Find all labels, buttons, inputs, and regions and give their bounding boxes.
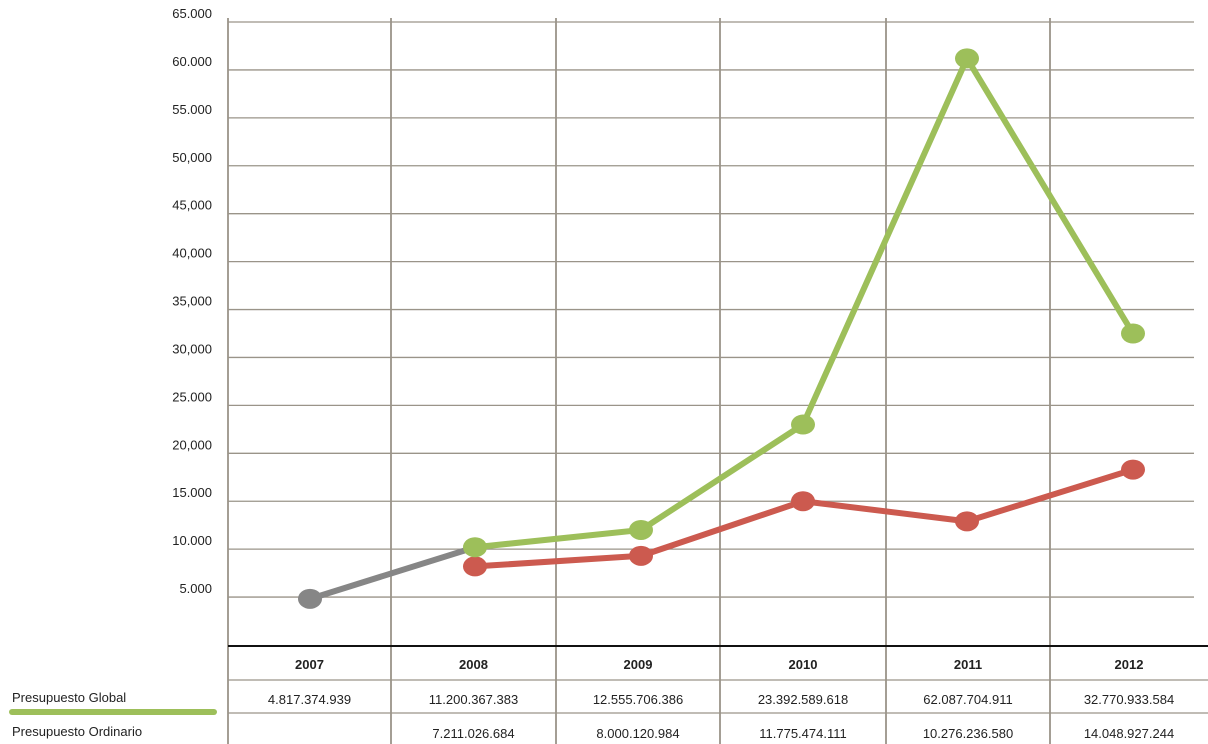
table-cell: 14.048.927.244 <box>1084 726 1174 741</box>
data-table: 2007 2008 2009 2010 2011 2012 Presupuesto Glob… <box>9 645 1208 741</box>
point-global-2012 <box>1121 323 1145 344</box>
y-tick-label: 60.000 <box>172 54 212 69</box>
point-ordinario-2009 <box>629 545 653 566</box>
table-cell: 11.775.474.111 <box>759 726 846 741</box>
y-tick-label: 45,000 <box>172 198 212 213</box>
table-cell: 8.000.120.984 <box>596 726 679 741</box>
y-axis-tick-labels: 5.000 10.000 15.000 20,000 25.000 30,000 35,00… <box>172 6 212 596</box>
category-label: 2011 <box>954 657 982 672</box>
y-tick-label: 50,000 <box>172 150 212 165</box>
table-cell: 12.555.706.386 <box>593 692 683 707</box>
point-global-2007 <box>298 588 322 609</box>
y-tick-label: 30,000 <box>172 341 212 356</box>
y-tick-label: 35,000 <box>172 294 212 309</box>
y-tick-label: 10.000 <box>172 533 212 548</box>
table-cell: 7.211.026.684 <box>432 726 514 741</box>
table-cell: 4.817.374.939 <box>268 692 351 707</box>
y-tick-label: 5.000 <box>179 581 212 596</box>
point-global-2008 <box>463 537 487 558</box>
point-global-2009 <box>629 519 653 540</box>
point-ordinario-2010 <box>791 491 815 512</box>
vertical-gridlines <box>227 18 1051 744</box>
y-tick-label: 55.000 <box>172 102 212 117</box>
point-ordinario-2011 <box>955 511 979 532</box>
y-tick-label: 20,000 <box>172 437 212 452</box>
point-ordinario-2008 <box>463 556 487 577</box>
point-global-2011 <box>955 48 979 69</box>
table-cell: 32.770.933.584 <box>1084 692 1174 707</box>
table-cell: 23.392.589.618 <box>758 692 848 707</box>
table-cell: 62.087.704.911 <box>923 692 1012 707</box>
y-tick-label: 25.000 <box>172 389 212 404</box>
y-tick-label: 40,000 <box>172 246 212 261</box>
category-label: 2012 <box>1115 657 1144 672</box>
legend-label: Presupuesto Ordinario <box>12 724 142 739</box>
category-label: 2009 <box>624 657 653 672</box>
table-cell: 11.200.367.383 <box>429 692 518 707</box>
category-label: 2007 <box>295 657 324 672</box>
connector-line-2007-2008 <box>307 544 478 602</box>
category-label: 2010 <box>789 657 818 672</box>
point-ordinario-2012 <box>1121 459 1145 480</box>
series-points <box>298 48 1145 609</box>
y-tick-label: 65.000 <box>172 6 212 21</box>
category-label: 2008 <box>459 657 488 672</box>
series-lines <box>307 55 1136 602</box>
legend-label: Presupuesto Global <box>12 690 126 705</box>
point-global-2010 <box>791 414 815 435</box>
table-cell: 10.276.236.580 <box>923 726 1013 741</box>
series-line-global <box>474 55 1136 551</box>
y-tick-label: 15.000 <box>172 485 212 500</box>
series-line-ordinario <box>474 466 1134 570</box>
